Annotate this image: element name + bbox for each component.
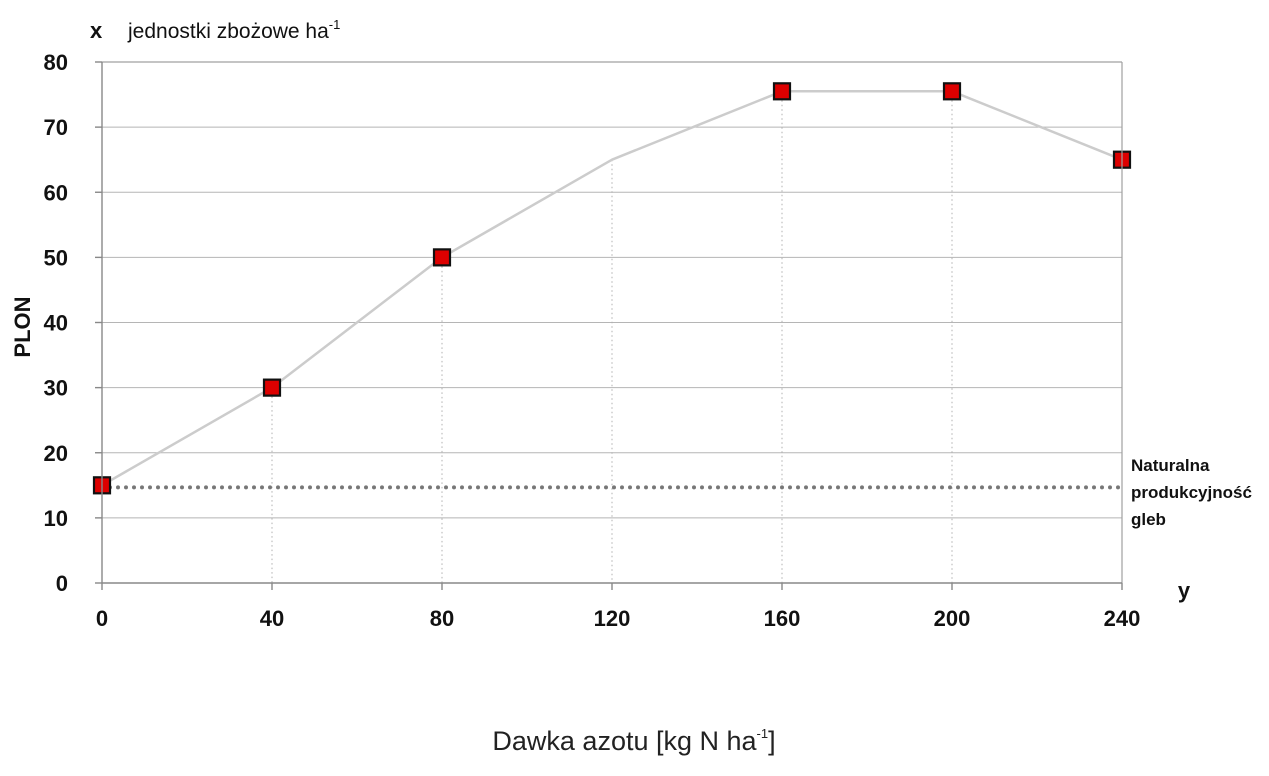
tick-labels-layer: 0 10 20 30 40 50 60 70 80 0 40 80 120 160 200 240	[44, 50, 1141, 631]
y-unit-label: jednostki zbożowe ha-1	[127, 17, 340, 43]
y-tick-label: 50	[44, 245, 68, 270]
x-tick-label: 120	[594, 606, 631, 631]
reference-label-line-3: gleb	[1131, 510, 1166, 529]
x-tick-label: 80	[430, 606, 454, 631]
y-unit-label-text: jednostki zbożowe ha	[127, 20, 329, 43]
x-axis-title-text: Dawka azotu [kg N ha	[492, 726, 757, 756]
drop-lines-layer	[271, 91, 953, 583]
x-axis-title: Dawka azotu [kg N ha-1]	[492, 726, 775, 756]
data-point-marker	[942, 82, 962, 101]
reference-label-line-1: Naturalna	[1131, 456, 1210, 475]
y-tick-label: 20	[44, 441, 68, 466]
y-tick-label: 0	[56, 571, 68, 596]
x-axis-title-end: ]	[768, 726, 776, 756]
y-unit-label-sup: -1	[329, 17, 341, 32]
x-tick-label: 160	[764, 606, 801, 631]
data-point-marker	[262, 378, 282, 397]
x-axis-title-sup: -1	[757, 726, 769, 741]
reference-label-line-2: produkcyjność	[1131, 483, 1252, 502]
y-tick-label: 80	[44, 50, 68, 75]
y-axis-title: PLON	[10, 296, 35, 357]
x-end-marker: y	[1178, 578, 1191, 603]
x-tick-label: 240	[1104, 606, 1141, 631]
y-tick-label: 70	[44, 115, 68, 140]
axis-layer	[95, 61, 1123, 590]
data-point-marker	[772, 82, 792, 101]
x-tick-label: 0	[96, 606, 108, 631]
data-point-marker	[432, 248, 452, 267]
series-layer	[92, 82, 1132, 495]
y-tick-label: 10	[44, 506, 68, 531]
x-tick-label: 200	[934, 606, 971, 631]
y-unit-marker: x	[90, 18, 103, 43]
y-tick-label: 30	[44, 376, 68, 401]
y-tick-label: 60	[44, 180, 68, 205]
grid-layer	[102, 61, 1122, 519]
y-tick-label: 40	[44, 311, 68, 336]
x-tick-label: 40	[260, 606, 284, 631]
